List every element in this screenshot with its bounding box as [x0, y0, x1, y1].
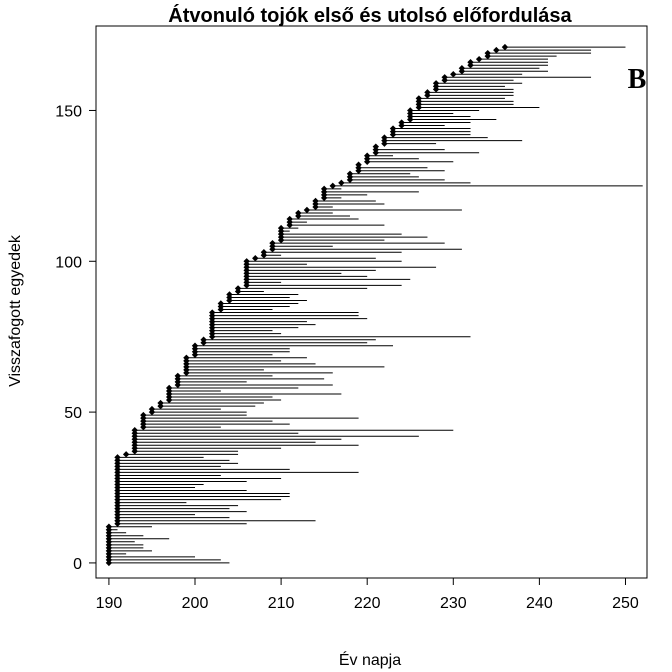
- first-occurrence-point: [320, 185, 328, 193]
- y-tick-label: 150: [55, 103, 82, 120]
- first-occurrence-point: [381, 134, 388, 141]
- x-axis: 190 200 210 220 230 240 250: [96, 578, 639, 612]
- x-tick-label: 200: [182, 595, 209, 612]
- first-occurrence-point: [131, 426, 138, 434]
- occurrence-segments: [108, 46, 643, 564]
- first-occurrence-point: [157, 399, 164, 407]
- plot-frame: [95, 25, 648, 579]
- y-tick-label: 0: [73, 556, 82, 573]
- first-occurrence-point: [475, 55, 483, 63]
- first-occurrence-point: [105, 523, 113, 530]
- x-axis-label: Év napja: [339, 650, 401, 669]
- first-occurrence-markers: [105, 43, 509, 567]
- first-occurrence-point: [217, 300, 225, 307]
- x-tick-label: 190: [96, 595, 123, 612]
- first-occurrence-point: [389, 125, 397, 132]
- first-occurrence-point: [363, 152, 371, 159]
- y-axis: 0 50 100 150: [55, 103, 96, 573]
- chart-title: Átvonuló tojók első és utolsó előfordulá…: [168, 4, 572, 27]
- first-occurrence-point: [277, 224, 285, 232]
- first-occurrence-point: [355, 161, 362, 168]
- first-occurrence-point: [398, 119, 405, 126]
- first-occurrence-point: [501, 43, 509, 51]
- first-occurrence-point: [303, 206, 311, 214]
- first-occurrence-point: [432, 80, 440, 87]
- y-tick-label: 50: [64, 405, 82, 422]
- first-occurrence-point: [191, 342, 199, 349]
- first-occurrence-point: [415, 95, 423, 102]
- first-occurrence-point: [243, 258, 250, 265]
- first-occurrence-point: [209, 309, 216, 316]
- first-occurrence-point: [346, 170, 354, 178]
- first-occurrence-point: [329, 182, 336, 190]
- first-occurrence-point: [122, 451, 130, 458]
- first-occurrence-point: [226, 291, 233, 298]
- first-occurrence-point: [148, 405, 156, 413]
- first-occurrence-point: [450, 71, 457, 78]
- first-occurrence-point: [458, 65, 466, 72]
- first-occurrence-point: [260, 249, 268, 256]
- first-occurrence-point: [407, 107, 414, 114]
- first-occurrence-point: [286, 215, 293, 223]
- first-occurrence-point: [165, 384, 173, 392]
- first-occurrence-point: [372, 143, 380, 150]
- y-axis-label: Visszafogott egyedek: [7, 234, 24, 387]
- x-tick-label: 220: [354, 595, 381, 612]
- first-occurrence-point: [234, 285, 242, 292]
- y-tick-label: 100: [55, 254, 82, 271]
- first-occurrence-point: [312, 197, 319, 205]
- first-occurrence-point: [338, 179, 345, 187]
- first-occurrence-point: [140, 411, 147, 419]
- panel-label: B: [628, 64, 647, 95]
- first-occurrence-point: [114, 454, 121, 461]
- x-tick-label: 250: [612, 595, 639, 612]
- first-occurrence-point: [467, 58, 474, 66]
- first-occurrence-point: [200, 336, 207, 343]
- first-occurrence-point: [183, 354, 190, 362]
- first-occurrence-point: [493, 46, 500, 54]
- first-occurrence-point: [484, 49, 491, 57]
- x-tick-label: 230: [440, 595, 467, 612]
- first-occurrence-point: [252, 255, 259, 262]
- first-occurrence-point: [269, 239, 276, 247]
- x-tick-label: 240: [526, 595, 553, 612]
- first-occurrence-point: [295, 209, 302, 217]
- x-tick-label: 210: [268, 595, 295, 612]
- first-occurrence-point: [441, 74, 448, 81]
- first-occurrence-point: [174, 372, 181, 380]
- first-occurrence-point: [424, 89, 431, 96]
